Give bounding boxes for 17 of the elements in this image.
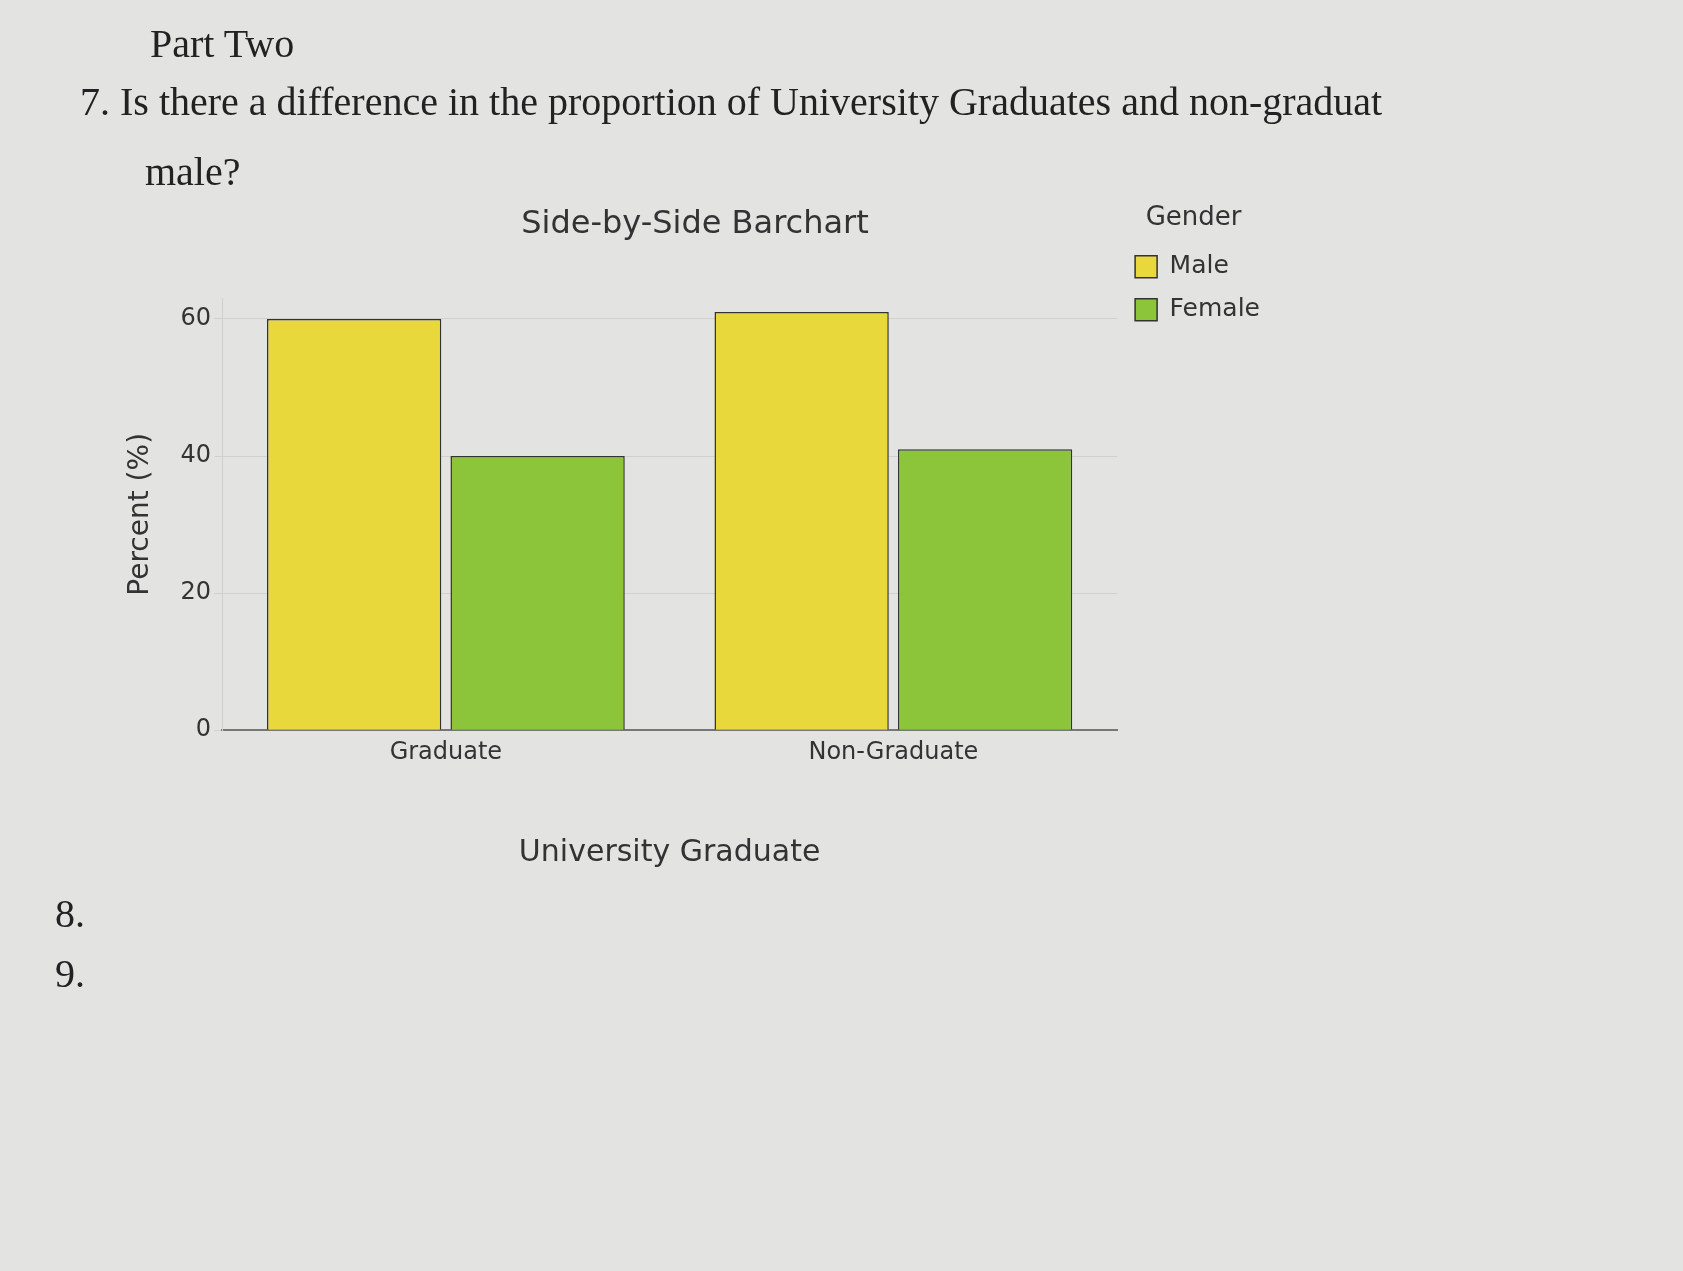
y-tick-label: 20 <box>180 577 212 606</box>
chart-title: Side-by-Side Barchart <box>521 202 869 241</box>
x-axis-title: University Graduate <box>518 832 821 868</box>
text: male? <box>145 148 241 195</box>
text: 8. <box>55 890 85 937</box>
text: 9. <box>55 950 85 997</box>
y-tick-label: 60 <box>180 303 212 332</box>
legend-label: Female <box>1169 293 1261 323</box>
x-tick-label: Graduate <box>389 736 503 765</box>
y-tick-label: 0 <box>195 714 212 743</box>
text: Part Two <box>150 20 295 67</box>
y-axis-title: Percent (%) <box>122 432 156 596</box>
x-tick-label: Non-Graduate <box>808 736 979 765</box>
legend-label: Male <box>1169 250 1229 280</box>
legend-title: Gender <box>1145 200 1242 231</box>
text: 7. Is there a difference in the proportion of University Graduates and non-graduat <box>80 78 1383 125</box>
y-tick-label: 40 <box>180 440 212 469</box>
